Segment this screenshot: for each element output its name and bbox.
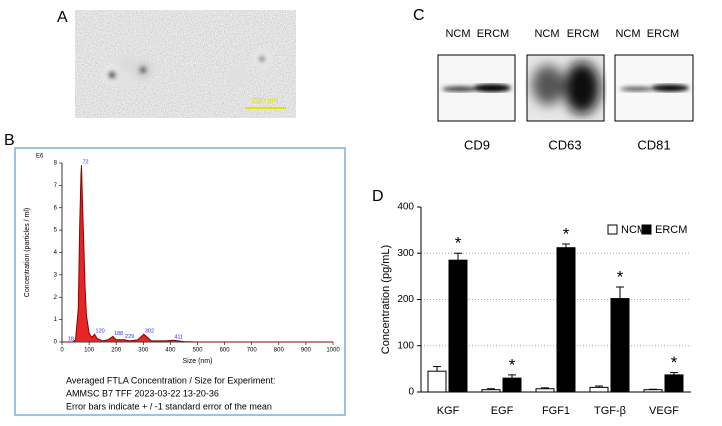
peak-label: 229 [125,334,134,340]
bar [535,388,555,393]
y-axis-label: Concentration (particles / ml) [24,208,31,297]
y-tick-label: 1 [54,317,58,323]
y-tick-label: 0 [408,387,414,398]
caption: Error bars indicate + / -1 standard erro… [66,401,272,411]
x-tick-label: TGF-β [594,405,626,417]
caption: Averaged FTLA Concentration / Size for E… [66,375,275,385]
blots [437,54,694,122]
legend-swatch [641,224,652,235]
bar [502,377,522,393]
x-tick-label: 800 [274,348,285,354]
peak-label: 120 [96,329,105,335]
legend-label: NCM [621,224,646,236]
significance: * [509,355,516,374]
y-axis-label: Concentration (pg/mL) [380,245,392,354]
x-tick-label: 100 [84,348,95,354]
x-tick-label: 900 [301,348,312,354]
legend-swatch [607,224,618,235]
bar [589,386,609,393]
x-tick-label: 1000 [326,348,340,354]
y-tick-label: 8 [54,161,58,167]
x-tick-label: 300 [138,348,149,354]
y-tick-label: 300 [397,248,414,259]
panel-label: B [4,132,15,149]
marker-label: CD63 [548,137,581,152]
panel-frame [14,147,346,416]
marker-label: CD9 [464,137,490,152]
unit-label: E6 [36,154,44,160]
x-tick-label: 500 [192,348,203,354]
x-tick-label: 700 [247,348,258,354]
panel-label: D [372,188,384,205]
caption: AMMSC B7 TFF 2023-03-22 13-20-36 [66,388,219,398]
x-tick-label: 0 [60,348,64,354]
y-tick-label: 3 [54,272,58,278]
peak-label: 411 [174,335,183,341]
y-tick-label: 4 [54,250,58,256]
bar [481,389,501,393]
y-tick-label: 0 [54,340,58,346]
marker-label: CD81 [637,137,670,152]
significance: * [563,224,570,243]
lane-label: ERCM [647,28,679,40]
x-tick-label: 400 [165,348,176,354]
significance: * [455,234,462,253]
significance: * [671,353,678,372]
peak-label: 302 [145,329,154,335]
x-tick-label: FGF1 [542,405,570,417]
lane-label: NCM [615,28,640,40]
panel-label: A [57,9,68,26]
line [62,165,333,343]
x-tick-label: KGF [437,405,460,417]
significance: * [617,267,624,286]
bar [664,374,684,393]
peak-label: 188 [114,331,123,337]
bar [448,259,468,393]
x-tick-label: 200 [111,348,122,354]
peak-label: 18 [68,336,74,342]
y-tick-label: 5 [54,228,58,234]
y-tick-label: 400 [397,202,414,213]
legend-label: ERCM [655,224,687,236]
lane-label: ERCM [477,28,509,40]
x-tick-label: VEGF [649,405,679,417]
bar [556,247,576,393]
x-tick-label: 600 [220,348,231,354]
lane-label: ERCM [567,28,599,40]
panel-label: C [413,7,425,24]
y-tick-label: 100 [397,340,414,351]
x-tick-label: EGF [491,405,514,417]
bar [643,389,663,393]
y-tick-label: 6 [54,205,58,211]
bar [427,370,447,393]
y-tick-label: 2 [54,295,58,301]
peak-label: 72 [83,160,89,166]
scale-label: 200 nm [252,96,279,105]
y-tick-label: 200 [397,294,414,305]
x-axis-label: Size (nm) [183,358,213,365]
lane-label: NCM [445,28,470,40]
y-tick-label: 7 [54,183,58,189]
bar [610,298,630,393]
tem-image: 200 nm [75,10,296,118]
lane-label: NCM [534,28,559,40]
